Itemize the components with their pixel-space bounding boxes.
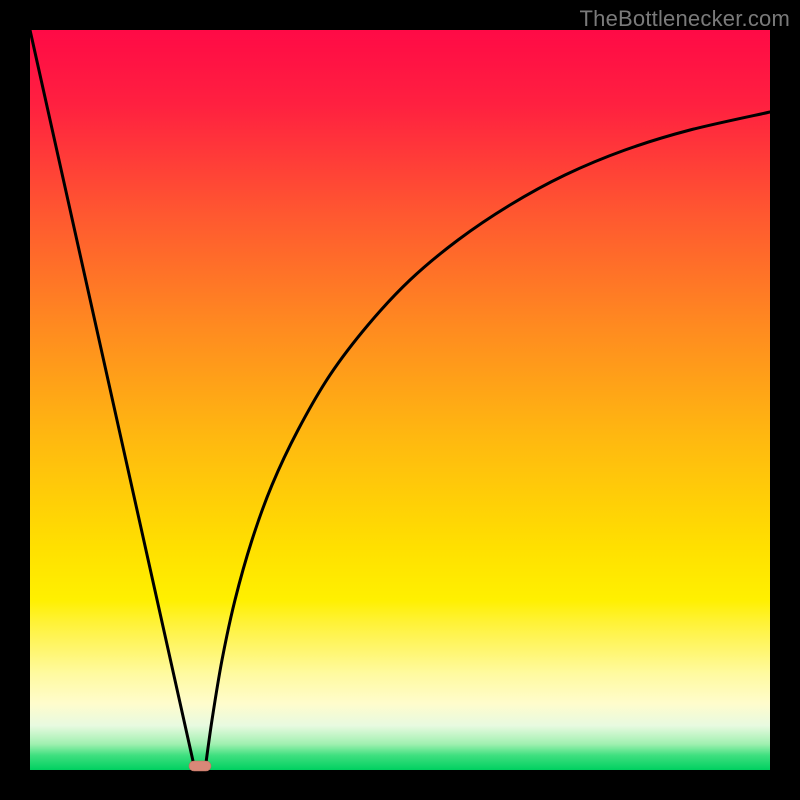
chart-container: { "watermark": { "text": "TheBottlenecke… xyxy=(0,0,800,800)
plot-area xyxy=(30,30,770,770)
optimal-marker xyxy=(189,761,211,771)
bottleneck-chart xyxy=(0,0,800,800)
watermark-text: TheBottlenecker.com xyxy=(580,6,790,32)
